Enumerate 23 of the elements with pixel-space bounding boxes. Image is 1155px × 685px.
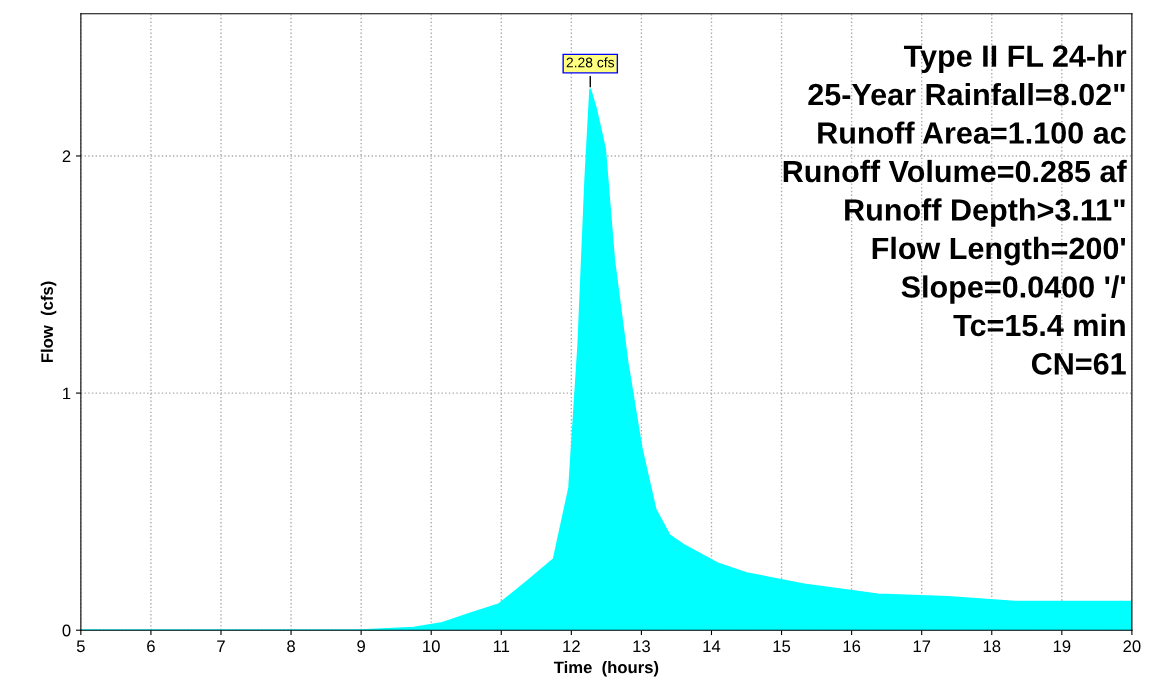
x-tick-label: 12 [563,640,580,652]
x-tick-label: 18 [983,640,1001,653]
annotation: 2.28 cfs [566,57,615,68]
x-tick-label: 8 [287,640,295,653]
x-tick-label: 6 [147,640,155,653]
x-tick-label: 16 [843,640,861,653]
x-tick-label: 13 [633,640,650,653]
y-axis-title: Flow (cfs) [40,281,57,363]
y-tick-label: 0 [62,624,71,637]
x-tick-label: 17 [913,640,931,652]
y-tick-label: 1 [63,387,71,400]
y-tick-label: 2 [62,150,71,163]
x-tick-label: 14 [703,640,721,652]
x-tick-label: 5 [76,640,85,653]
x-axis-title: Time (hours) [553,661,659,677]
x-tick-label: 19 [1053,640,1071,653]
x-tick-label: 7 [217,640,225,652]
x-tick-label: 20 [1123,640,1141,653]
text: Type II FL 24-hr 25-Year Rainfall=8.02" Runoff Area=1.100 ac Runoff Volume=0.285 af Runoff Depth>3.11" Flow Length=200' Slope=0.0400 '/' Tc=15.4 min CN=61 [783,44,1127,375]
x-tick-label: 10 [423,640,440,653]
x-tick-label: 11 [493,640,510,652]
x-tick-label: 9 [357,640,365,653]
x-tick-label: 15 [773,640,791,653]
